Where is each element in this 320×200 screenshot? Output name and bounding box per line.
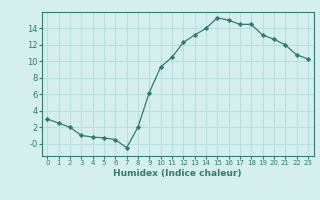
X-axis label: Humidex (Indice chaleur): Humidex (Indice chaleur) [113, 169, 242, 178]
